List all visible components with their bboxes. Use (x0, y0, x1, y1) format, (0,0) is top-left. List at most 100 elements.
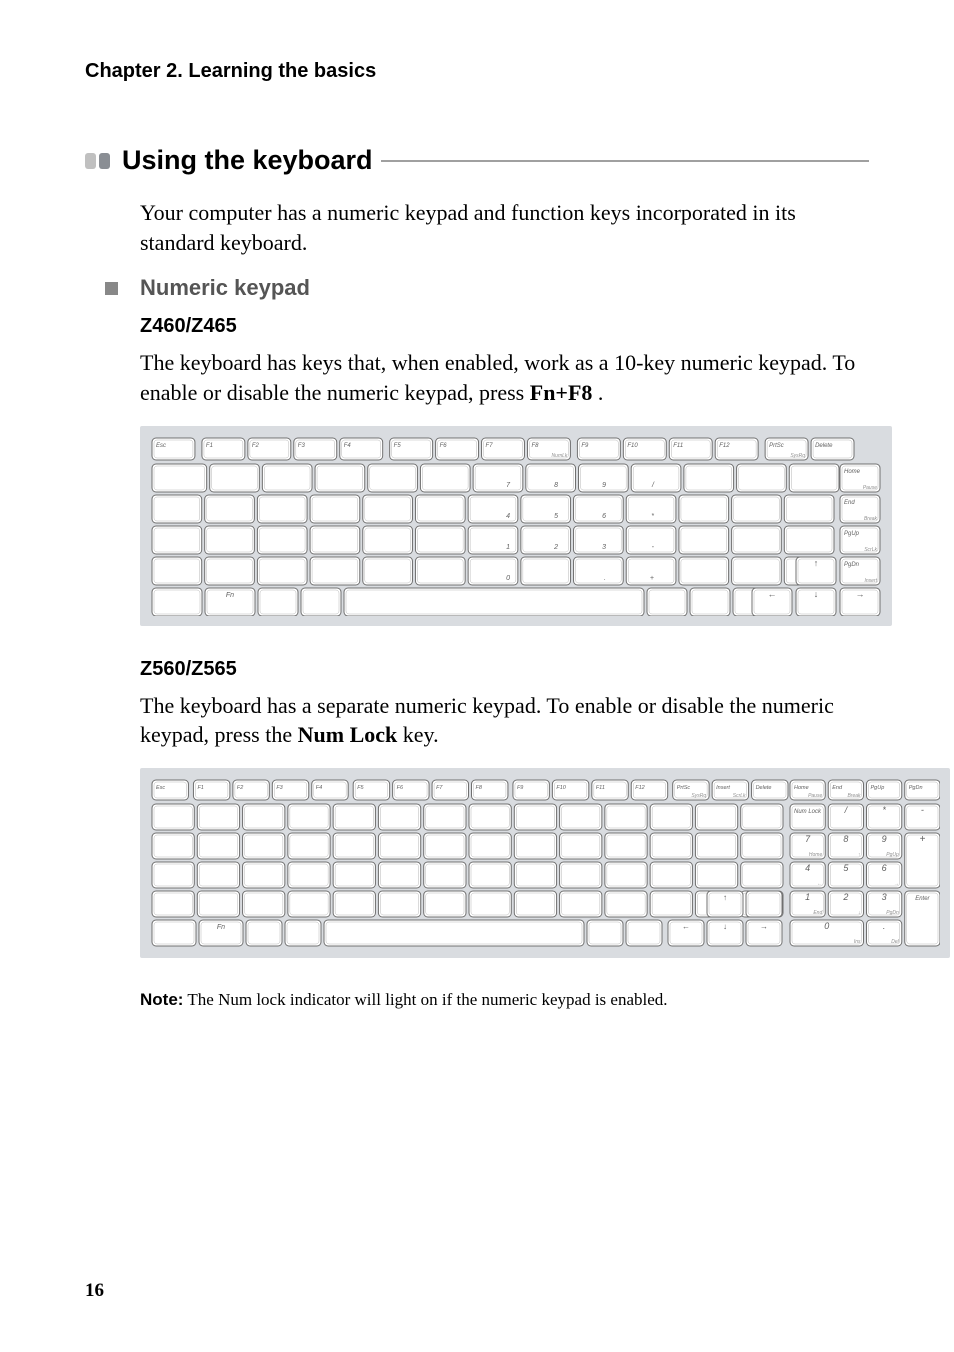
svg-text:-: - (921, 805, 924, 815)
svg-text:8: 8 (554, 482, 558, 489)
model1-text: The keyboard has keys that, when enabled… (140, 348, 869, 407)
svg-text:.: . (883, 921, 886, 931)
svg-text:→: → (856, 589, 865, 599)
svg-text:ScrLk: ScrLk (864, 547, 877, 553)
svg-text:.: . (604, 575, 606, 582)
svg-text:Num Lock: Num Lock (794, 809, 822, 815)
svg-text:PgDn: PgDn (886, 910, 899, 916)
svg-text:6: 6 (602, 513, 606, 520)
svg-text:F3: F3 (276, 785, 283, 791)
svg-text:Esc: Esc (156, 785, 165, 791)
svg-text:6: 6 (882, 863, 887, 873)
svg-text:↓: ↓ (858, 910, 861, 916)
svg-text:↑: ↑ (723, 893, 727, 902)
svg-text:SysRq: SysRq (691, 793, 706, 799)
svg-text:+: + (919, 834, 925, 845)
svg-text:F12: F12 (635, 785, 644, 791)
svg-text:Enter: Enter (915, 896, 930, 902)
svg-text:F7: F7 (436, 785, 443, 791)
model1-key-combo: Fn+F8 (530, 380, 593, 405)
svg-text:1: 1 (506, 544, 510, 551)
svg-text:F4: F4 (344, 443, 352, 449)
section-heading: Using the keyboard (122, 145, 373, 176)
svg-text:End: End (813, 910, 822, 916)
heading-divider (381, 160, 869, 162)
model2-key-combo: Num Lock (298, 722, 398, 747)
svg-text:F10: F10 (627, 443, 638, 449)
svg-text:↑: ↑ (814, 558, 819, 568)
svg-text:F1: F1 (206, 443, 213, 449)
keyboard-svg: EscF1F2F3F4F5F6F7F8F9F10F11F12PrtScSysRq… (150, 778, 940, 948)
svg-text:Break: Break (864, 516, 878, 522)
bullet-icon (85, 153, 96, 169)
svg-text:→: → (894, 881, 899, 887)
keyboard-diagram-z460: EscF1F2F3F4F5F6F7F8NumLkF9F10F11F12PrtSc… (140, 426, 892, 626)
svg-text:PrtSc: PrtSc (769, 443, 784, 449)
svg-text:4: 4 (506, 513, 510, 520)
note-label: Note: (140, 990, 183, 1009)
svg-text:F9: F9 (581, 443, 589, 449)
svg-text:F9: F9 (517, 785, 523, 791)
square-bullet-icon (105, 282, 118, 295)
svg-text:Esc: Esc (156, 443, 166, 449)
svg-text:←: ← (682, 922, 690, 931)
note: Note: The Num lock indicator will light … (140, 990, 869, 1010)
svg-text:PrtSc: PrtSc (677, 785, 691, 791)
svg-text:F3: F3 (298, 443, 306, 449)
keyboard-diagram-z560: EscF1F2F3F4F5F6F7F8F9F10F11F12PrtScSysRq… (140, 768, 950, 958)
svg-text:3: 3 (602, 544, 606, 551)
keyboard-svg: EscF1F2F3F4F5F6F7F8NumLkF9F10F11F12PrtSc… (150, 436, 882, 616)
model2-heading: Z560/Z565 (140, 658, 869, 681)
svg-text:Home: Home (844, 469, 861, 475)
svg-text:+: + (650, 575, 654, 582)
svg-text:0: 0 (824, 921, 829, 931)
svg-text:PgUp: PgUp (844, 531, 860, 537)
svg-text:F10: F10 (556, 785, 566, 791)
svg-text:F8: F8 (531, 443, 539, 449)
model1-text-post: . (592, 380, 603, 405)
svg-text:F1: F1 (197, 785, 203, 791)
model2-text: The keyboard has a separate numeric keyp… (140, 691, 869, 750)
svg-text:Home: Home (794, 785, 809, 791)
svg-text:8: 8 (843, 834, 848, 844)
subsection-heading: Numeric keypad (140, 275, 310, 301)
svg-text:Fn: Fn (217, 924, 225, 931)
svg-text:0: 0 (506, 575, 510, 582)
svg-text:F8: F8 (476, 785, 483, 791)
svg-text:Pause: Pause (808, 793, 822, 799)
svg-text:2: 2 (842, 892, 848, 902)
svg-text:*: * (882, 805, 886, 815)
svg-text:↑: ↑ (858, 852, 861, 858)
svg-text:9: 9 (602, 482, 606, 489)
svg-text:F7: F7 (486, 443, 494, 449)
svg-text:Delete: Delete (756, 785, 772, 791)
svg-text:PgUp: PgUp (871, 785, 885, 791)
svg-text:F4: F4 (316, 785, 322, 791)
svg-text:F6: F6 (397, 785, 404, 791)
svg-text:PgUp: PgUp (886, 852, 899, 858)
svg-text:1: 1 (805, 892, 810, 902)
svg-text:F2: F2 (237, 785, 243, 791)
model1-heading: Z460/Z465 (140, 315, 869, 338)
svg-text:Ins: Ins (854, 939, 861, 945)
svg-text:5: 5 (554, 513, 558, 520)
svg-text:F2: F2 (252, 443, 260, 449)
subsection-row: Numeric keypad (105, 275, 869, 301)
svg-text:Insert: Insert (864, 578, 877, 584)
svg-text:PgDn: PgDn (844, 562, 860, 568)
svg-text:2: 2 (553, 544, 558, 551)
model1-text-pre: The keyboard has keys that, when enabled… (140, 350, 855, 405)
section-heading-row: Using the keyboard (85, 145, 869, 176)
svg-text:End: End (844, 500, 855, 506)
page-number: 16 (85, 1280, 104, 1302)
model2-text-post: key. (397, 722, 438, 747)
svg-text:↓: ↓ (723, 922, 727, 931)
svg-text:3: 3 (882, 892, 887, 902)
svg-text:4: 4 (805, 863, 810, 873)
svg-text:F11: F11 (596, 785, 605, 791)
svg-text:End: End (832, 785, 843, 791)
note-text: The Num lock indicator will light on if … (183, 990, 667, 1009)
svg-text:NumLk: NumLk (552, 453, 568, 459)
section-intro: Your computer has a numeric keypad and f… (140, 198, 869, 257)
svg-text:Pause: Pause (863, 485, 877, 491)
